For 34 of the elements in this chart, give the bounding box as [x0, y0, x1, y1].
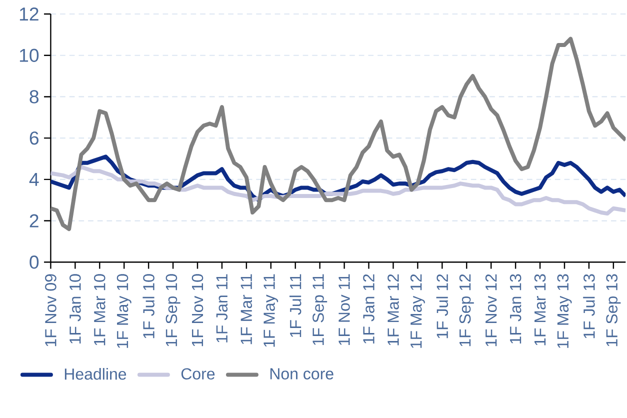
y-tick-label: 2 [30, 214, 38, 228]
y-tick-label: 0 [30, 255, 39, 269]
x-tick-label: 1F Mar 10 [94, 274, 106, 346]
legend-label: Non core [270, 368, 334, 380]
x-tick-label: 1F May 12 [410, 274, 425, 348]
x-tick-label: 1F Sep 12 [459, 274, 474, 346]
y-tick-label: 6 [30, 131, 38, 145]
x-tick-label: 1F Jul 10 [142, 274, 154, 338]
x-tick-label: 1F Jan 11 [216, 274, 228, 342]
x-tick-label: 1F Mar 11 [240, 274, 252, 344]
x-tick-label: 1F Nov 10 [192, 274, 204, 346]
x-tick-label: 1F May 13 [557, 274, 572, 348]
x-tick-label: 1F Jul 13 [583, 274, 595, 338]
x-tick-label: 1F Sep 11 [312, 274, 328, 345]
x-tick-label: 1F Nov 09 [45, 274, 56, 346]
y-tick-label: 4 [29, 172, 39, 186]
x-tick-label: 1F Nov 11 [338, 274, 350, 345]
x-tick-label: 1F May 11 [264, 274, 278, 347]
x-tick-label: 1F Sep 13 [606, 274, 621, 346]
x-tick-label: 1F May 10 [116, 274, 132, 348]
x-tick-label: 1F Sep 10 [166, 274, 180, 346]
x-tick-label: 1F Mar 12 [388, 274, 399, 346]
x-tick-label: 1F Nov 12 [485, 274, 497, 346]
y-tick-label: 8 [30, 90, 39, 104]
x-tick-label: 1F Jul 11 [289, 274, 302, 337]
x-tick-label: 1F Mar 13 [534, 274, 546, 346]
y-tick-label: 10 [20, 48, 39, 62]
x-tick-label: 1F Jan 12 [363, 274, 374, 344]
x-tick-label: 1F Jan 10 [70, 274, 81, 344]
x-tick-label: 1F Jan 13 [510, 274, 522, 344]
y-tick-label: 12 [20, 7, 38, 20]
x-tick-label: 1F Jul 12 [436, 274, 448, 338]
legend-label: Core [181, 368, 215, 380]
legend-label: Headline [64, 368, 126, 380]
